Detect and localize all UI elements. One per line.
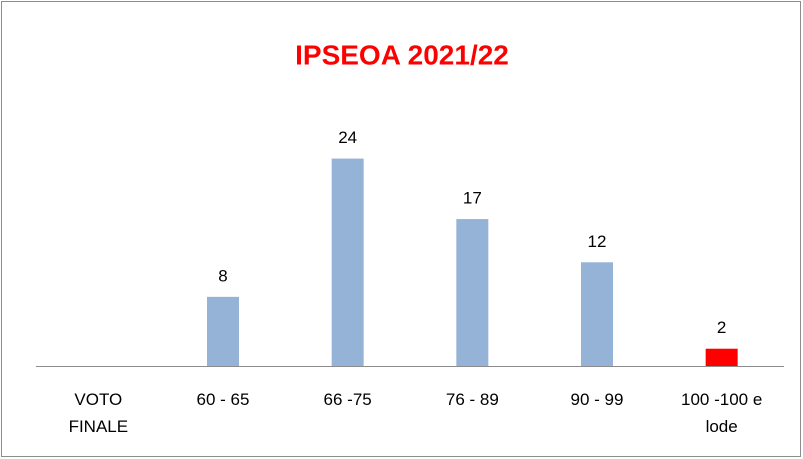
data-label: 12 [588,232,607,251]
bar [331,158,364,366]
x-tick-label: 90 - 99 [570,390,624,409]
x-tick-label: 76 - 89 [445,390,499,409]
x-tick-label: 100 -100 e lode [681,390,763,436]
x-tick-label: 60 - 65 [196,390,250,409]
bar [456,219,489,366]
bar [581,262,613,366]
data-label: 2 [717,318,726,337]
bar [207,296,239,366]
x-tick-label: VOTO FINALE [68,390,129,436]
data-label: 8 [218,266,227,285]
x-tick-label: 66 -75 [323,390,372,409]
bar [705,348,738,366]
chart-title: IPSEOA 2021/22 [295,39,509,70]
data-label: 17 [463,189,482,208]
data-label: 24 [338,128,357,147]
